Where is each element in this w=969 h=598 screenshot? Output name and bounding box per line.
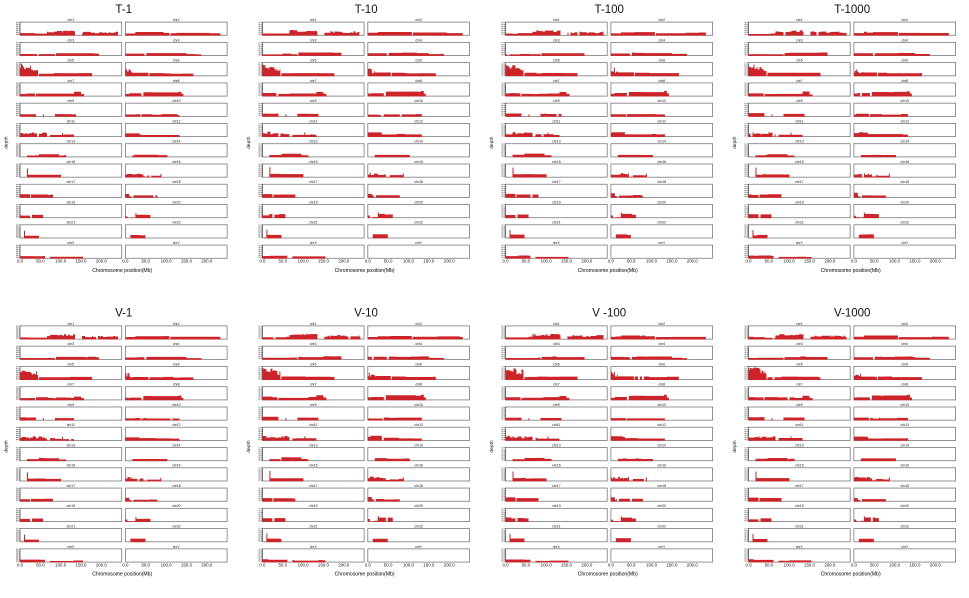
svg-text:depth: depth — [246, 136, 252, 149]
svg-text:T-100: T-100 — [594, 4, 623, 16]
svg-text:depth: depth — [732, 136, 738, 149]
svg-text:depth: depth — [732, 440, 738, 453]
svg-text:T-10: T-10 — [355, 4, 378, 16]
svg-text:depth: depth — [489, 136, 495, 149]
svg-text:V-10: V-10 — [354, 308, 378, 320]
svg-text:depth: depth — [489, 440, 495, 453]
svg-text:Chromosome position(Mb): Chromosome position(Mb) — [335, 572, 395, 578]
svg-text:V -100: V -100 — [592, 308, 626, 320]
svg-text:depth: depth — [4, 440, 10, 453]
svg-text:Chromosome position(Mb): Chromosome position(Mb) — [92, 572, 152, 578]
svg-text:V-1000: V-1000 — [834, 308, 870, 320]
svg-text:T-1: T-1 — [115, 4, 132, 16]
svg-text:Chromosome position(Mb): Chromosome position(Mb) — [821, 268, 881, 274]
svg-text:T-1000: T-1000 — [834, 4, 870, 16]
svg-text:V-1: V-1 — [115, 308, 132, 320]
svg-text:Chromosome position(Mb): Chromosome position(Mb) — [578, 572, 638, 578]
svg-text:Chromosome position(Mb): Chromosome position(Mb) — [821, 572, 881, 578]
svg-text:Chromosome position(Mb): Chromosome position(Mb) — [92, 268, 152, 274]
svg-text:depth: depth — [246, 440, 252, 453]
svg-text:depth: depth — [4, 136, 10, 149]
svg-text:Chromosome position(Mb): Chromosome position(Mb) — [335, 268, 395, 274]
svg-text:Chromosome position(Mb): Chromosome position(Mb) — [578, 268, 638, 274]
